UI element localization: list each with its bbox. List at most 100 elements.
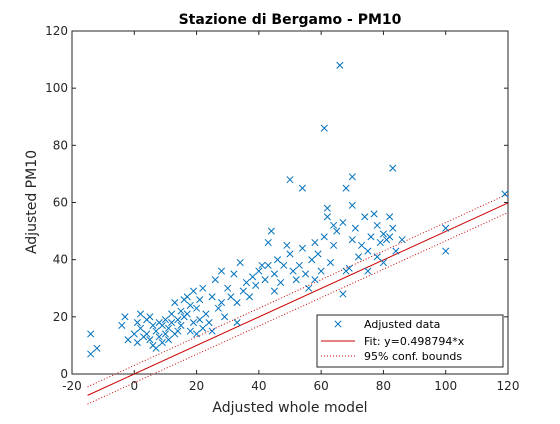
data-point — [136, 310, 145, 318]
legend-x-marker-icon — [334, 320, 342, 328]
data-point — [273, 256, 282, 264]
data-point — [149, 321, 157, 329]
data-point — [333, 227, 341, 235]
data-point — [193, 330, 201, 338]
data-point — [267, 227, 275, 235]
data-point — [386, 233, 394, 241]
data-point — [342, 184, 350, 192]
data-point — [280, 261, 288, 269]
data-point — [389, 224, 397, 232]
data-point — [217, 267, 226, 275]
x-axis-ticks: -20 0 20 40 60 80 100 120 — [62, 31, 519, 393]
y-tick-label: 100 — [45, 81, 68, 95]
data-point — [323, 213, 331, 221]
data-point — [264, 261, 272, 269]
fit-line — [87, 202, 509, 396]
data-point — [168, 318, 176, 327]
data-point — [133, 339, 141, 347]
data-point — [351, 224, 359, 232]
data-point — [189, 318, 198, 327]
data-point — [217, 298, 226, 307]
data-point — [339, 218, 347, 227]
legend-label-fit: Fit: y=0.498794*x — [364, 335, 465, 348]
data-point — [348, 236, 356, 244]
data-point — [270, 270, 278, 278]
legend-x-marker-stroke — [334, 320, 342, 328]
data-point — [143, 330, 151, 338]
data-point — [442, 224, 450, 232]
data-point — [330, 241, 338, 249]
data-point — [168, 310, 176, 318]
data-point — [174, 316, 182, 324]
data-point — [336, 61, 344, 69]
data-point — [361, 213, 369, 221]
data-point — [121, 313, 129, 321]
data-point — [255, 267, 263, 275]
data-point — [211, 276, 219, 284]
data-point — [326, 258, 335, 267]
data-point — [370, 210, 378, 218]
data-point — [249, 273, 257, 281]
data-point — [264, 238, 272, 247]
fit-layer — [87, 193, 509, 405]
data-point — [177, 321, 185, 329]
legend-item-data: Adjusted data — [334, 318, 440, 331]
data-point — [323, 204, 331, 212]
data-point — [277, 278, 285, 287]
data-point — [239, 287, 247, 295]
data-point — [130, 330, 138, 338]
y-tick-label: 80 — [53, 138, 68, 152]
data-point — [196, 316, 204, 324]
data-point — [242, 278, 250, 287]
data-point — [367, 233, 375, 241]
data-point — [354, 253, 363, 261]
data-point — [196, 296, 204, 304]
data-point — [199, 324, 207, 332]
data-point — [171, 298, 179, 307]
data-point — [174, 327, 182, 335]
data-point — [289, 267, 297, 275]
data-point — [124, 336, 132, 344]
data-point — [161, 316, 169, 324]
data-point — [245, 293, 254, 301]
data-point — [193, 304, 201, 312]
data-point — [311, 276, 319, 284]
data-point — [317, 267, 325, 275]
data-point — [320, 124, 328, 132]
data-point — [330, 221, 338, 229]
data-point — [389, 164, 397, 172]
y-tick-label: 0 — [60, 367, 68, 381]
data-point — [152, 327, 160, 335]
x-tick-label: 60 — [314, 379, 329, 393]
conf-bound-lower — [87, 212, 509, 405]
data-point — [302, 270, 310, 278]
x-tick-label: 20 — [189, 379, 204, 393]
data-point — [199, 284, 207, 292]
conf-bound-upper — [87, 193, 509, 388]
data-point — [87, 350, 95, 358]
data-point — [345, 264, 353, 272]
y-tick-label: 120 — [45, 24, 68, 38]
data-point — [376, 238, 384, 247]
data-point — [236, 258, 244, 267]
data-point — [158, 321, 166, 329]
points-layer — [87, 61, 509, 358]
data-point — [386, 213, 394, 221]
data-point — [136, 324, 145, 332]
data-point — [305, 284, 313, 292]
data-point — [93, 344, 101, 352]
data-point — [320, 233, 328, 241]
data-point — [221, 313, 229, 321]
data-point — [339, 290, 347, 298]
data-point — [164, 336, 173, 344]
data-point — [186, 327, 194, 335]
data-point — [164, 324, 173, 332]
data-point — [261, 276, 269, 284]
data-point — [364, 247, 372, 255]
data-point — [152, 344, 160, 352]
x-tick-label: 80 — [376, 379, 391, 393]
x-tick-label: 40 — [251, 379, 266, 393]
data-point — [118, 321, 126, 329]
